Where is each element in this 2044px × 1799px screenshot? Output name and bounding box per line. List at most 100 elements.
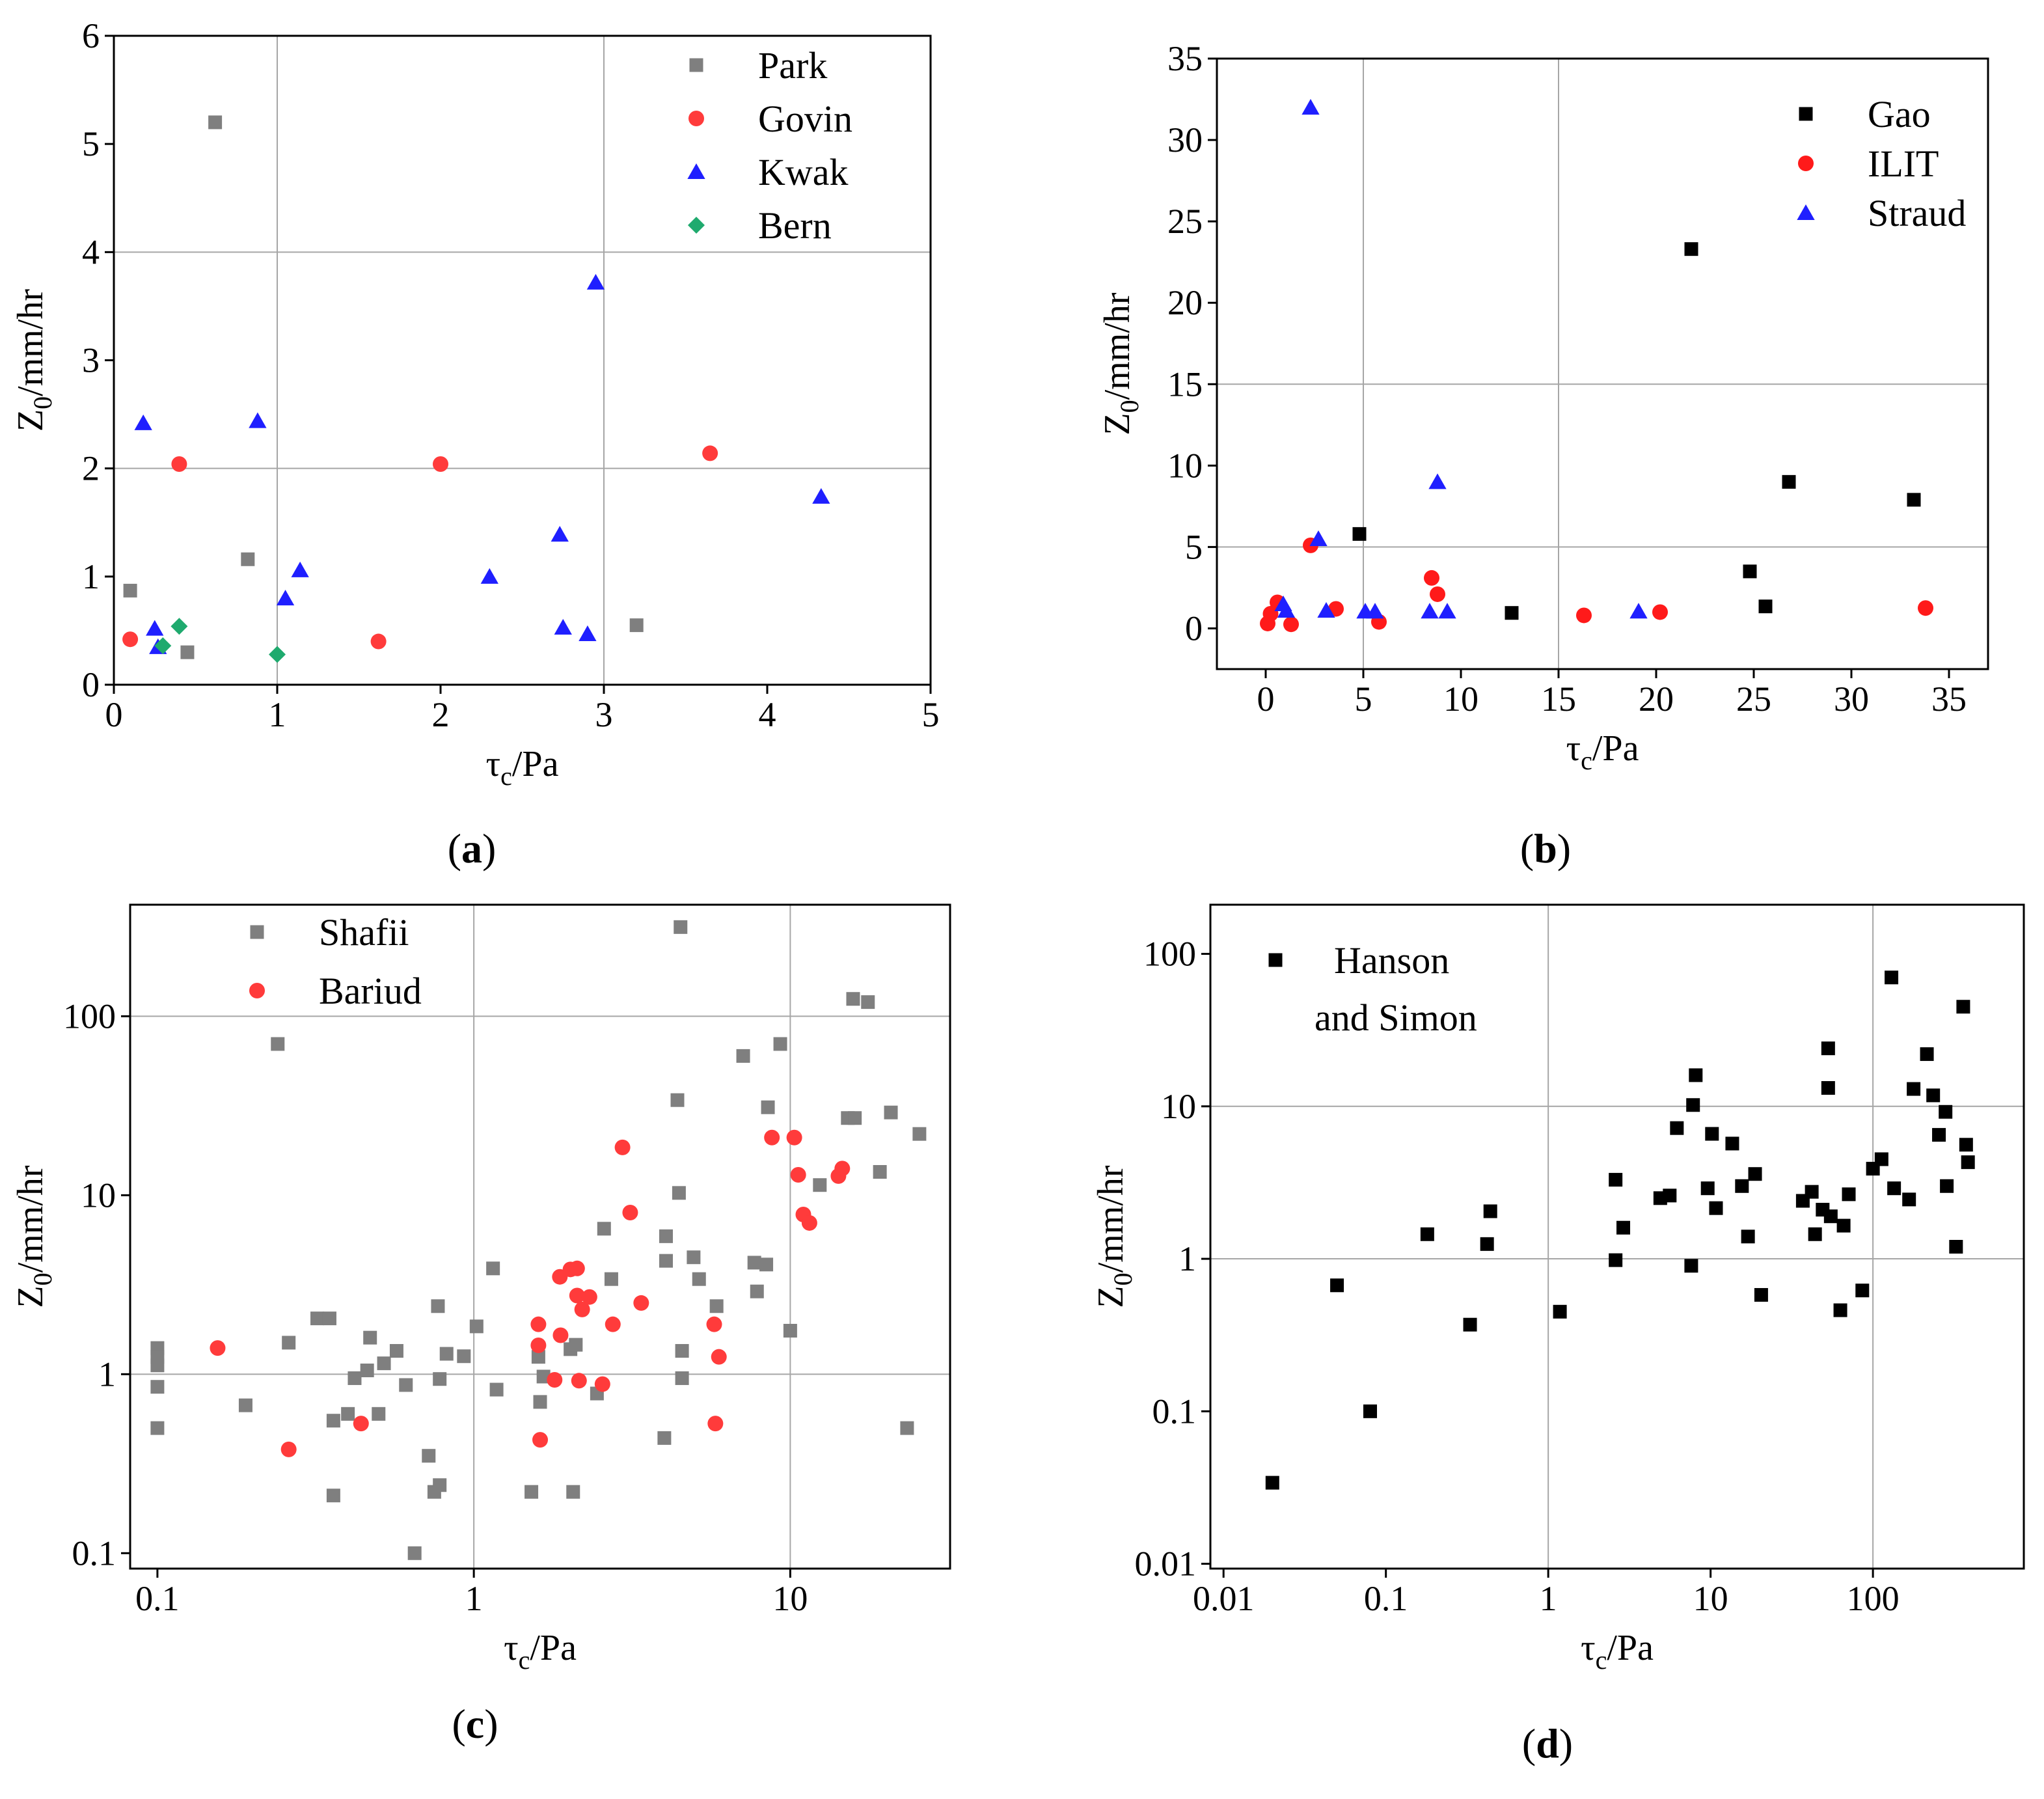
series-park [123, 115, 644, 659]
data-point [747, 1256, 761, 1270]
x-tick-label: 1 [1540, 1579, 1557, 1618]
data-point [1940, 1179, 1954, 1193]
data-point [1684, 242, 1698, 256]
data-point [692, 1272, 706, 1286]
y-axis-title-main: Z [1097, 413, 1138, 435]
data-point [280, 1441, 297, 1457]
legend-label: Kwak [758, 151, 849, 193]
data-point [326, 1414, 340, 1428]
data-point [706, 1316, 722, 1332]
x-tick-label: 0 [105, 695, 123, 734]
data-point [180, 645, 195, 659]
x-tick-label: 1 [465, 1579, 483, 1618]
data-point [1576, 607, 1592, 624]
panel-caption-letter: a [461, 825, 482, 872]
x-tick-label: 1 [269, 695, 286, 734]
data-point [486, 1261, 500, 1276]
data-point [586, 273, 605, 290]
y-tick-label: 0 [1185, 609, 1203, 648]
data-point [407, 1546, 422, 1560]
data-point [1663, 1188, 1677, 1203]
data-point [360, 1364, 374, 1377]
data-point [363, 1330, 377, 1345]
chart-panel-a: 0 1 2 3 4 50123456τc/PaZ0/mm/hrParkGovinKwakB… [10, 16, 940, 872]
legend-label: Park [758, 44, 827, 87]
y-tick-label: 10 [1161, 1087, 1196, 1126]
x-tick-label: 100 [1847, 1579, 1900, 1618]
y-axis-title-sub: 0 [28, 396, 57, 409]
data-point [1956, 1000, 1970, 1014]
legend-marker [250, 925, 264, 939]
data-point [801, 1215, 817, 1231]
data-point [433, 1372, 447, 1386]
legend-marker [1798, 156, 1814, 171]
plot-frame [129, 903, 951, 1570]
data-point [1553, 1304, 1567, 1319]
data-point [347, 1371, 362, 1385]
data-point [1855, 1284, 1870, 1298]
data-point [711, 1349, 727, 1365]
y-tick-label: 30 [1167, 120, 1203, 159]
panel-caption-paren: ( [448, 825, 461, 872]
x-tick-label: 35 [1931, 680, 1967, 719]
data-point [672, 1186, 686, 1200]
data-point [530, 1337, 547, 1353]
legend-label: Govin [758, 98, 852, 140]
series-gao [1352, 242, 1921, 620]
x-axis-title-main: τ [486, 744, 501, 784]
data-point [659, 1254, 674, 1268]
data-point [341, 1407, 355, 1421]
data-point [150, 1380, 165, 1394]
data-point [370, 633, 387, 650]
y-axis-title-sub: 0 [1115, 400, 1144, 413]
y-tick-label: 35 [1167, 39, 1203, 78]
panel-caption-paren: ) [1557, 825, 1571, 872]
data-point [1317, 601, 1335, 618]
data-point [210, 1340, 226, 1356]
data-point [1741, 1229, 1755, 1244]
data-point [813, 1178, 827, 1192]
data-point [594, 1376, 610, 1392]
data-point [786, 1129, 802, 1146]
legend: Park Govin Kwak Bern [687, 44, 852, 247]
x-tick-label: 10 [772, 1579, 808, 1618]
legend: Hanson and Simon [1268, 939, 1477, 1039]
x-axis-title-sub: c [1596, 1645, 1607, 1675]
data-point [1939, 1105, 1953, 1119]
series-straud [1274, 99, 1648, 619]
data-point [480, 568, 498, 584]
data-point [551, 526, 569, 542]
data-point [150, 1358, 165, 1373]
data-point [1689, 1068, 1703, 1082]
data-point [1686, 1098, 1700, 1112]
data-point [433, 1478, 447, 1492]
data-point [1823, 1209, 1838, 1224]
data-point [122, 631, 139, 648]
x-axis-title-main: τ [1581, 1628, 1596, 1668]
data-point [171, 456, 187, 473]
data-point [1725, 1136, 1739, 1151]
panel-caption-letter: b [1534, 825, 1557, 872]
data-point [291, 561, 309, 577]
data-point [1902, 1192, 1916, 1207]
data-point [1670, 1121, 1684, 1135]
series-hanson-and-simon [1265, 970, 1975, 1490]
chart-panel-d: 0.01 0.1 1 10 100 0.01 0.1 1 10 100 τc/Pa Z0/mm/hr H… [1091, 903, 2025, 1766]
data-point [238, 1398, 252, 1412]
data-point [547, 1371, 563, 1388]
data-point [633, 1295, 649, 1311]
x-tick-label: 5 [1355, 680, 1372, 719]
data-point [1483, 1204, 1497, 1218]
legend-marker [1799, 107, 1813, 121]
series-ilit [1260, 537, 1933, 633]
data-point [873, 1165, 887, 1179]
data-point [457, 1349, 471, 1364]
data-point [614, 1139, 631, 1155]
data-point [377, 1356, 391, 1371]
data-point [1926, 1088, 1941, 1103]
legend-marker [1268, 953, 1283, 967]
data-point [764, 1129, 780, 1146]
data-point [1833, 1303, 1847, 1317]
x-tick-label: 15 [1541, 680, 1576, 719]
y-tick-label: 0.1 [1152, 1392, 1197, 1431]
